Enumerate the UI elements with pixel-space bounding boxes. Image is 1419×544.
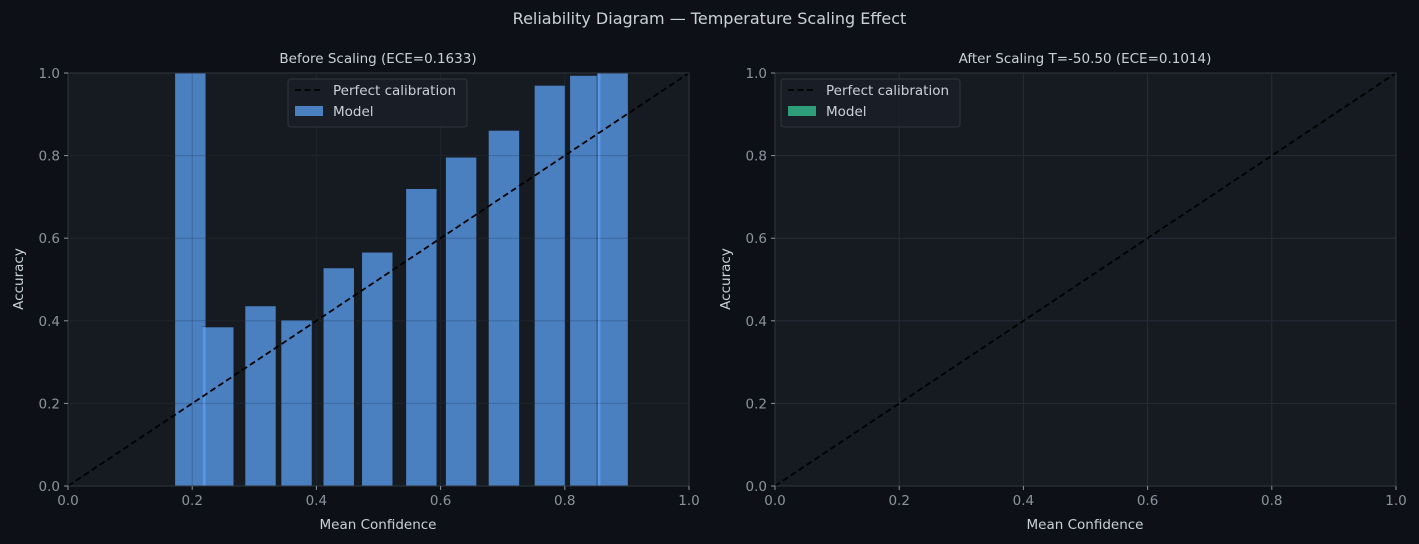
before-highlight-marker [202, 326, 206, 486]
figure-title: Reliability Diagram — Temperature Scalin… [513, 9, 907, 28]
before-x-tick-label: 0.0 [57, 493, 78, 509]
before-bar [244, 305, 277, 487]
before-axes-frame [67, 72, 690, 487]
before-x-tick-label: 0.4 [306, 493, 327, 509]
before-y-axis-label: Accuracy [11, 248, 27, 310]
before-x-tick-label: 0.6 [430, 493, 451, 509]
before-x-tick-label: 1.0 [678, 493, 699, 509]
before-bar [322, 267, 355, 487]
before-y-tick-label: 0.6 [39, 231, 60, 247]
before-bar [596, 72, 629, 487]
before-bar [174, 72, 207, 487]
before-bar [534, 85, 566, 487]
before-legend-label-perfect: Perfect calibration [333, 83, 456, 99]
before-highlight-marker [597, 73, 601, 486]
after-y-tick-label: 1.0 [746, 66, 767, 82]
before-bar [361, 251, 394, 487]
before-y-tick-label: 0.8 [39, 149, 60, 165]
before-y-tick-label: 0.0 [39, 479, 60, 495]
after-x-tick-label: 0.6 [1137, 493, 1158, 509]
before-y-tick-label: 0.2 [39, 396, 60, 412]
before-bar [405, 188, 438, 487]
after-y-tick-label: 0.4 [746, 314, 767, 330]
after-legend-label-perfect: Perfect calibration [826, 83, 949, 99]
before-scaling-panel: Before Scaling (ECE=0.1633) Mean Confide… [11, 51, 700, 533]
before-legend-box [287, 78, 468, 128]
before-y-tick-label: 1.0 [39, 66, 60, 82]
after-x-tick-label: 0.2 [888, 493, 909, 509]
after-x-tick-label: 0.4 [1013, 493, 1034, 509]
after-x-tick-label: 1.0 [1385, 493, 1406, 509]
before-perfect-calibration-line [67, 72, 690, 487]
before-x-tick-label: 0.2 [181, 493, 202, 509]
after-y-tick-label: 0.2 [746, 396, 767, 412]
before-y-tick-label: 0.4 [39, 314, 60, 330]
before-x-tick-label: 0.8 [554, 493, 575, 509]
after-axes-frame [774, 72, 1397, 487]
after-panel-title: After Scaling T=-50.50 (ECE=0.1014) [959, 51, 1212, 67]
after-y-tick-label: 0.8 [746, 149, 767, 165]
before-bar [488, 130, 520, 487]
before-bar [280, 319, 313, 487]
after-legend-label-model: Model [826, 104, 867, 120]
before-bar [445, 156, 477, 487]
after-legend-box [780, 78, 961, 128]
after-scaling-panel: After Scaling T=-50.50 (ECE=0.1014) Mean… [718, 51, 1407, 533]
after-x-tick-label: 0.0 [764, 493, 785, 509]
after-perfect-calibration-line [774, 72, 1397, 487]
after-x-axis-label: Mean Confidence [1027, 517, 1144, 533]
before-x-axis-label: Mean Confidence [320, 517, 437, 533]
after-y-tick-label: 0.0 [746, 479, 767, 495]
after-y-axis-label: Accuracy [718, 248, 734, 310]
after-x-tick-label: 0.8 [1261, 493, 1282, 509]
before-bar [202, 326, 235, 487]
before-legend-bar-swatch [295, 106, 323, 116]
after-y-tick-label: 0.6 [746, 231, 767, 247]
before-bar [569, 75, 602, 487]
after-legend-bar-swatch [788, 106, 816, 116]
before-legend-label-model: Model [333, 104, 374, 120]
before-panel-title: Before Scaling (ECE=0.1633) [279, 51, 476, 67]
